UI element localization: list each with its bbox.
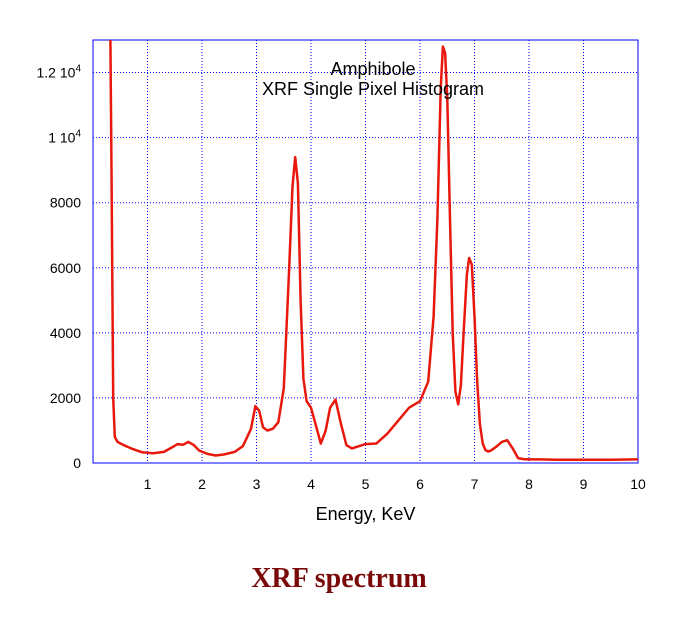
- y-tick-label: 2000: [50, 390, 81, 406]
- y-tick-label: 8000: [50, 195, 81, 211]
- x-tick-label: 7: [471, 476, 479, 492]
- x-tick-label: 4: [307, 476, 315, 492]
- chart-subtitle: XRF Single Pixel Histogram: [262, 79, 484, 99]
- grid: [93, 40, 638, 463]
- y-tick-label: 4000: [50, 325, 81, 341]
- x-tick-label: 3: [253, 476, 261, 492]
- chart-title: Amphibole: [330, 59, 415, 79]
- x-tick-label: 9: [580, 476, 588, 492]
- series-line: [109, 39, 639, 461]
- x-tick-label: 5: [362, 476, 370, 492]
- x-tick-label: 1: [144, 476, 152, 492]
- y-tick-label: 1.2 104: [37, 64, 82, 81]
- x-axis-label: Energy, KeV: [316, 504, 416, 524]
- x-tick-label: 10: [630, 476, 646, 492]
- x-tick-label: 6: [416, 476, 424, 492]
- x-tick-label: 2: [198, 476, 206, 492]
- plot-area: [92, 39, 639, 464]
- y-tick-label: 0: [73, 455, 81, 471]
- figure-caption: XRF spectrum: [251, 563, 427, 594]
- y-tick-label: 1 104: [48, 129, 81, 146]
- y-tick-label: 6000: [50, 260, 81, 276]
- axis-ticks: 1 2 3 4 5 6 7 8 9 10 0 2000 4000 6000 8000 1 104 1.2 104: [37, 64, 646, 492]
- x-tick-label: 8: [525, 476, 533, 492]
- chart-svg: 1 2 3 4 5 6 7 8 9 10 0 2000 4000 6000 8000 1 104 1.2 104…: [37, 39, 646, 524]
